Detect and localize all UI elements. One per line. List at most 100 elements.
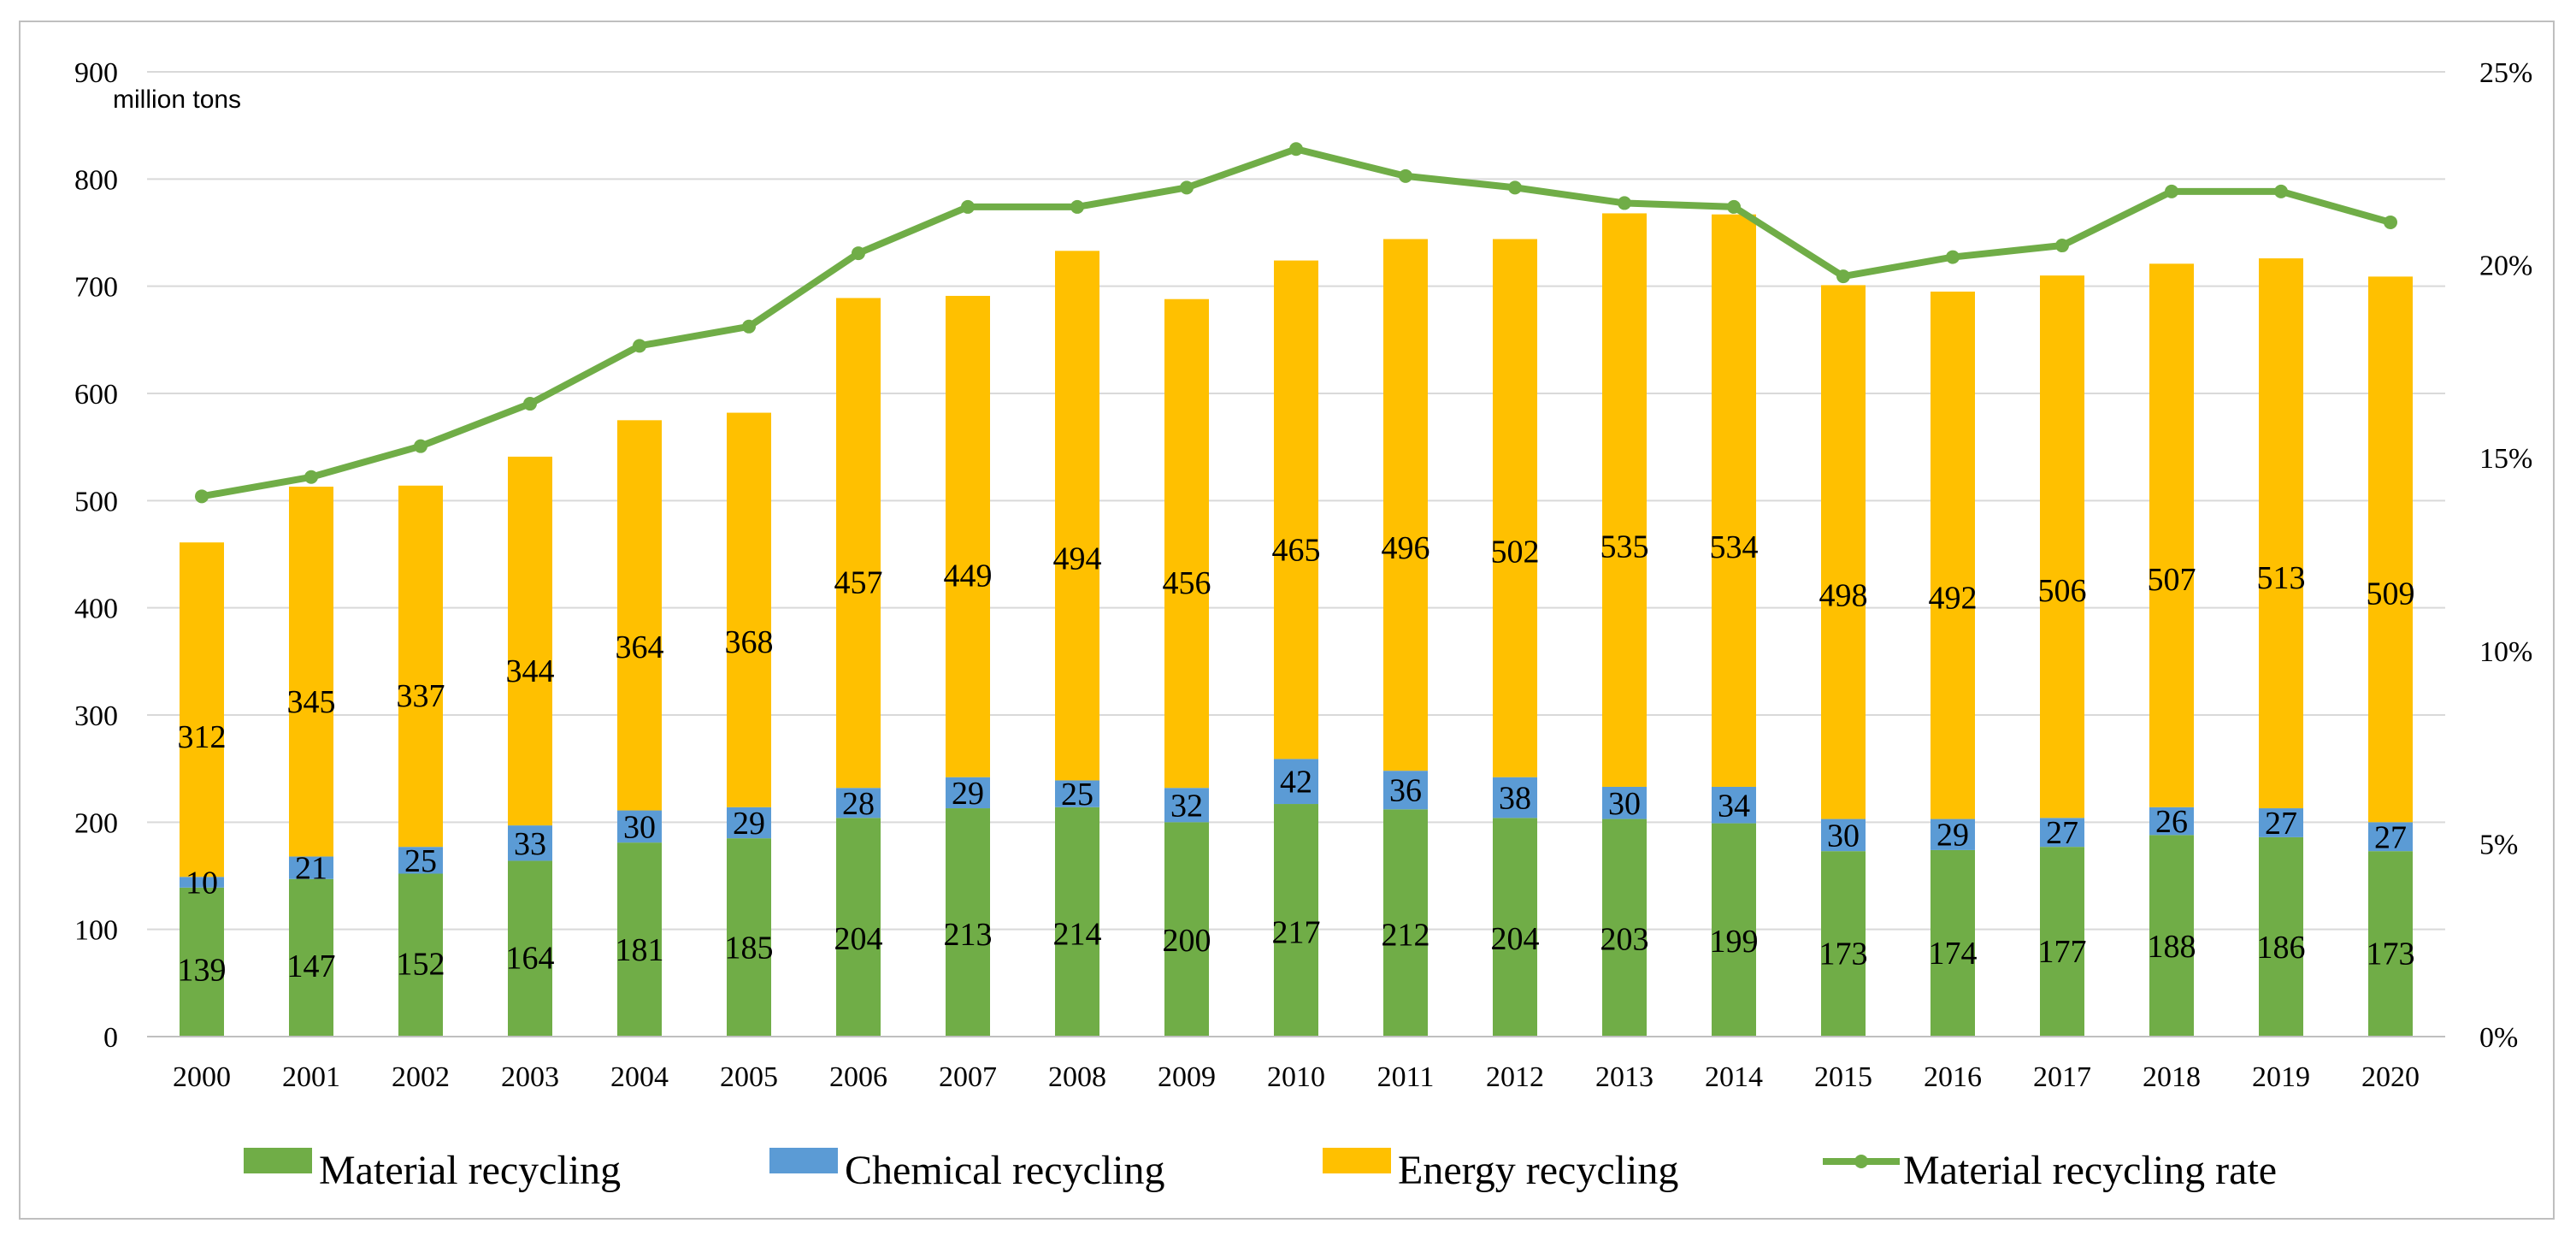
rate-point (195, 489, 209, 504)
x-tick-label: 2016 (1924, 1061, 1982, 1093)
data-label: 214 (1053, 916, 1102, 952)
bar-material-recycling (946, 808, 990, 1037)
x-tick-label: 2014 (1705, 1061, 1763, 1093)
bar-chemical-recycling (1493, 777, 1537, 818)
data-label: 33 (514, 826, 546, 862)
bar-material-recycling (289, 878, 333, 1037)
bar-material-recycling (1164, 822, 1209, 1037)
rate-point (742, 319, 756, 334)
bar-chemical-recycling (1055, 780, 1099, 807)
bar-material-recycling (1821, 851, 1866, 1037)
data-label: 337 (397, 678, 445, 714)
x-tick-label: 2011 (1377, 1061, 1435, 1093)
data-label: 147 (287, 948, 336, 984)
data-label: 498 (1819, 577, 1868, 613)
bar-chemical-recycling (1712, 786, 1756, 824)
x-tick-label: 2009 (1158, 1061, 1216, 1093)
data-label: 173 (1819, 936, 1868, 972)
bar-energy-recycling (508, 456, 552, 826)
legend-swatch (244, 1148, 312, 1173)
x-tick-label: 2013 (1595, 1061, 1653, 1093)
bar-energy-recycling (2259, 258, 2303, 809)
x-tick-label: 2008 (1048, 1061, 1106, 1093)
bar-energy-recycling (946, 295, 990, 777)
data-label: 364 (616, 629, 664, 665)
bar-chemical-recycling (1274, 759, 1318, 805)
bar-energy-recycling (1055, 251, 1099, 781)
bar-energy-recycling (289, 487, 333, 857)
bar-energy-recycling (398, 485, 443, 848)
data-label: 494 (1053, 541, 1102, 576)
legend-label: Energy recycling (1398, 1148, 1678, 1193)
data-label: 213 (944, 917, 993, 953)
x-tick-label: 2010 (1267, 1061, 1325, 1093)
y-tick-label: 100 (74, 915, 118, 947)
bar-material-recycling (1383, 809, 1428, 1037)
data-label: 38 (1499, 781, 1531, 817)
data-label: 36 (1389, 773, 1422, 809)
bar-energy-recycling (1383, 239, 1428, 771)
bar-material-recycling (2040, 847, 2084, 1037)
data-label: 42 (1280, 765, 1312, 801)
y-tick-label: 500 (74, 486, 118, 517)
bar-material-recycling (1602, 818, 1647, 1037)
data-label: 217 (1272, 915, 1321, 951)
data-label: 27 (2046, 815, 2078, 851)
bar-chemical-recycling (1164, 788, 1209, 823)
x-tick-label: 2001 (282, 1061, 340, 1093)
bar-chemical-recycling (180, 877, 224, 888)
legend-line-marker (1854, 1155, 1868, 1168)
data-label: 492 (1929, 581, 1978, 617)
data-label: 30 (1827, 818, 1860, 854)
data-label: 32 (1170, 788, 1203, 824)
bar-material-recycling (1055, 807, 1099, 1037)
rate-point (2274, 184, 2288, 198)
bar-energy-recycling (1821, 285, 1866, 819)
data-label: 173 (2367, 936, 2415, 972)
data-label: 181 (616, 932, 664, 968)
bar-chemical-recycling (946, 777, 990, 809)
y2-tick-label: 25% (2479, 57, 2532, 89)
y2-tick-label: 0% (2479, 1022, 2518, 1054)
bar-chemical-recycling (1383, 771, 1428, 810)
data-label: 465 (1272, 533, 1321, 569)
bar-energy-recycling (1274, 260, 1318, 759)
data-label: 506 (2038, 573, 2087, 609)
rate-point (852, 246, 865, 261)
bar-chemical-recycling (727, 807, 771, 839)
rate-point (2165, 184, 2178, 198)
data-label: 164 (506, 941, 555, 977)
bar-energy-recycling (1493, 239, 1537, 777)
rate-point (1180, 180, 1194, 195)
y-tick-label: 0 (103, 1022, 118, 1054)
rate-point (1618, 196, 1631, 210)
bar-energy-recycling (617, 420, 662, 811)
data-label: 139 (178, 953, 227, 989)
bar-chemical-recycling (289, 856, 333, 879)
bar-energy-recycling (1602, 213, 1647, 787)
bar-material-recycling (1493, 818, 1537, 1037)
rate-point (1946, 250, 1960, 264)
bar-chemical-recycling (1821, 818, 1866, 852)
bar-material-recycling (180, 887, 224, 1037)
legend-label: Material recycling (319, 1148, 621, 1193)
legend-label: Material recycling rate (1903, 1148, 2277, 1193)
bar-chemical-recycling (1931, 818, 1975, 850)
data-label: 200 (1163, 923, 1211, 959)
data-label: 174 (1929, 936, 1978, 972)
rate-line (195, 142, 2397, 504)
rate-point (1399, 168, 1412, 183)
x-tick-label: 2007 (939, 1061, 997, 1093)
rate-point (1508, 180, 1522, 195)
data-label: 199 (1710, 924, 1759, 960)
bar-chemical-recycling (1602, 786, 1647, 819)
bar-energy-recycling (1712, 214, 1756, 787)
data-label: 188 (2148, 929, 2196, 965)
bar-chemical-recycling (398, 847, 443, 874)
data-label: 28 (842, 786, 875, 822)
x-tick-label: 2006 (829, 1061, 887, 1093)
bar-chemical-recycling (2149, 807, 2194, 836)
rate-point (414, 439, 427, 453)
data-label: 535 (1600, 529, 1649, 564)
bar-material-recycling (617, 842, 662, 1037)
